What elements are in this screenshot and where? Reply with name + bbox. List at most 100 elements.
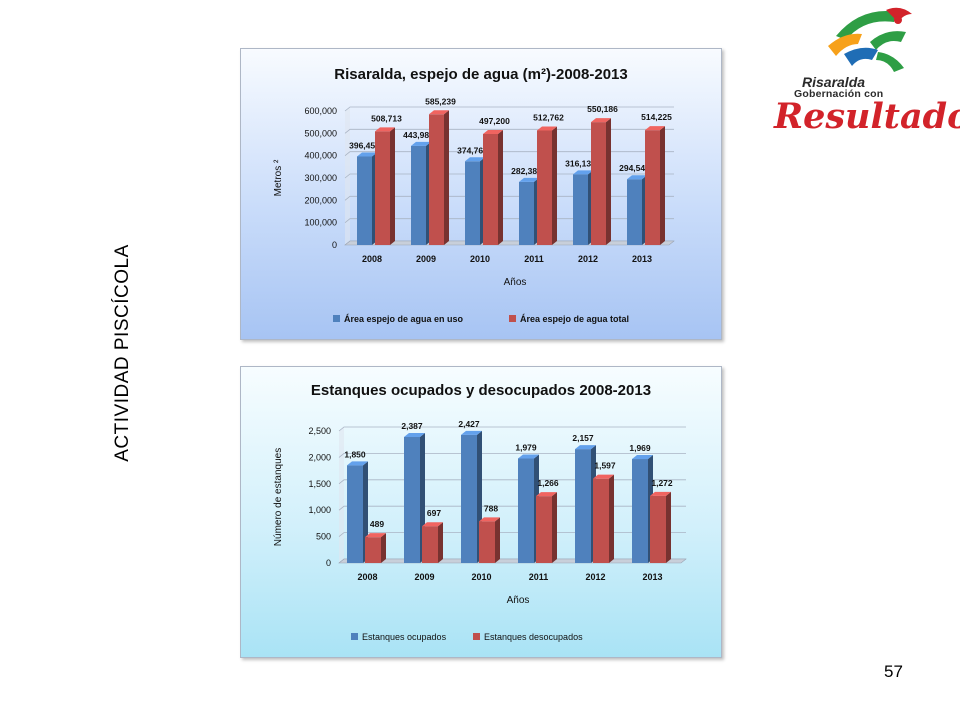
bar-top [536, 492, 557, 497]
bar-front [591, 122, 606, 245]
y-tick-label: 300,000 [304, 173, 337, 183]
legend-item: Área espejo de agua en uso [344, 314, 464, 324]
bar-top [429, 110, 449, 115]
bar-front [536, 496, 552, 563]
bar-side [666, 491, 671, 563]
page-number: 57 [884, 662, 903, 681]
bar-series-1 [465, 157, 485, 245]
x-tick-label: 2011 [524, 254, 544, 264]
bar-front [479, 521, 495, 563]
bar-top [465, 157, 485, 162]
bar-top [411, 141, 431, 146]
x-tick-label: 2011 [529, 572, 549, 582]
data-label: 443,982 [403, 130, 434, 140]
side-title: ACTIVIDAD PISCÍCOLA [108, 218, 138, 488]
bar-side [552, 492, 557, 563]
bar-front [365, 537, 381, 563]
legend-swatch [473, 633, 480, 640]
bar-series-1 [519, 177, 539, 245]
data-label: 374,768 [457, 145, 488, 155]
bar-series-2 [650, 491, 671, 563]
bar-series-1 [347, 461, 368, 563]
bar-top [573, 170, 593, 175]
data-label: 294,541 [619, 163, 650, 173]
bar-front [375, 131, 390, 245]
legend-item: Área espejo de agua total [520, 314, 629, 324]
chart-title: Estanques ocupados y desocupados 2008-20… [311, 382, 651, 399]
bar-side [498, 129, 503, 245]
y-tick-label: 2,500 [308, 426, 331, 436]
bar-top [461, 430, 482, 435]
gridline [344, 218, 674, 223]
x-tick-label: 2008 [362, 254, 382, 264]
y-tick-label: 400,000 [304, 151, 337, 161]
bar-front [461, 434, 477, 563]
bar-side [495, 517, 500, 563]
bar-top [650, 491, 671, 496]
data-label: 1,266 [537, 478, 559, 488]
bar-side [381, 533, 386, 563]
y-axis-label: Número de estanques [273, 448, 284, 546]
bar-top [375, 127, 395, 132]
bar-side [390, 127, 395, 245]
bar-series-1 [575, 445, 596, 563]
bar-series-2 [375, 127, 395, 245]
gobernacion-logo: Risaralda Gobernación con Resultados [766, 2, 960, 138]
y-tick-label: 600,000 [304, 106, 337, 116]
data-label: 512,762 [533, 112, 564, 122]
bar-series-2 [429, 110, 449, 245]
bar-front [573, 174, 588, 245]
bar-series-1 [404, 432, 425, 563]
bar-top [404, 432, 425, 437]
gridline [338, 505, 686, 511]
logo-line-gobernacion: Gobernación con [794, 88, 884, 100]
chart-espejo-agua-svg: Risaralda, espejo de agua (m²)-2008-2013… [273, 66, 675, 324]
bar-series-2 [365, 533, 386, 563]
bar-front [593, 478, 609, 563]
bar-series-2 [479, 517, 500, 563]
legend-swatch [351, 633, 358, 640]
gridline [338, 532, 686, 537]
data-label: 2,387 [401, 421, 423, 431]
bar-top [519, 177, 539, 182]
gridline [344, 106, 674, 112]
bar-top [483, 129, 503, 134]
data-label: 550,186 [587, 104, 618, 114]
chart-title: Risaralda, espejo de agua (m²)-2008-2013 [334, 66, 627, 83]
y-tick-label: 0 [332, 240, 337, 250]
y-tick-label: 1,000 [308, 505, 331, 515]
y-tick-label: 200,000 [304, 195, 337, 205]
bar-series-1 [627, 175, 647, 245]
bar-top [627, 175, 647, 180]
logo-line-resultados: Resultados [774, 96, 960, 137]
bar-front [645, 130, 660, 245]
bar-series-1 [461, 430, 482, 563]
bar-top [357, 152, 377, 157]
y-tick-label: 500,000 [304, 128, 337, 138]
gridline [344, 173, 674, 179]
x-tick-label: 2012 [578, 254, 598, 264]
gridline [344, 151, 674, 156]
bar-series-2 [537, 126, 557, 245]
bar-top [537, 126, 557, 131]
x-tick-label: 2012 [585, 572, 605, 582]
bar-side [552, 126, 557, 245]
bar-front [632, 459, 648, 563]
y-tick-label: 2,000 [308, 452, 331, 462]
bar-front [650, 495, 666, 563]
bar-series-2 [645, 126, 665, 245]
x-tick-label: 2013 [642, 572, 662, 582]
data-label: 396,455 [349, 140, 380, 150]
bar-side [444, 110, 449, 245]
logo-line-risaralda: Risaralda [802, 74, 866, 90]
bar-top [645, 126, 665, 131]
gridline [338, 453, 686, 458]
data-label: 2,427 [458, 419, 480, 429]
gridline [344, 195, 674, 201]
bar-series-1 [411, 141, 431, 245]
chart-estanques-svg: Estanques ocupados y desocupados 2008-20… [273, 382, 687, 642]
y-tick-label: 1,500 [308, 479, 331, 489]
bar-series-2 [422, 522, 443, 563]
data-label: 514,225 [641, 112, 672, 122]
x-tick-label: 2009 [416, 254, 436, 264]
